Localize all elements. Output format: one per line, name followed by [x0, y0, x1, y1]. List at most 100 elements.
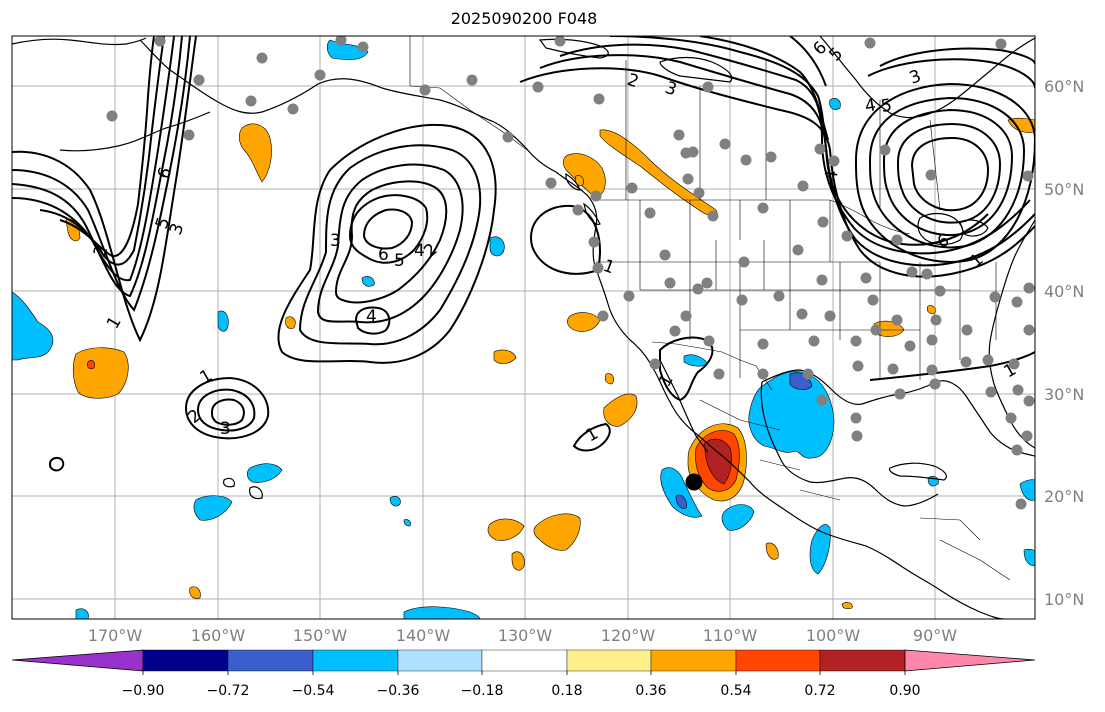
colorbar-tick-label: −0.90 — [121, 683, 165, 699]
contour-west-4 — [12, 36, 175, 282]
shade-blue-pac-5 — [721, 504, 755, 531]
contour-east-low-1 — [854, 82, 1035, 263]
latitude-label: 20°N — [1044, 487, 1085, 506]
contour-east-4 — [609, 36, 989, 246]
shade-blue-small-pac — [403, 519, 411, 527]
longitude-label: 150°W — [292, 626, 348, 645]
colorbar-swatch — [566, 649, 652, 672]
contour-west-1 — [12, 36, 197, 343]
shade-blue-west-edge — [12, 291, 54, 361]
contour-tiny — [48, 456, 65, 472]
contour-east-low-5 — [910, 136, 990, 212]
shade-orange-small-3 — [493, 349, 517, 364]
map-frame — [11, 35, 1036, 620]
contours — [12, 36, 1035, 472]
shade-blue-alaska — [326, 39, 369, 60]
contour-small-3 — [210, 398, 245, 426]
graticule — [12, 36, 1035, 619]
colorbar-tick-label: 0.54 — [720, 683, 752, 699]
colorbar-swatch — [227, 649, 314, 672]
shade-blue-pac-4 — [660, 467, 703, 518]
contour-east-low-6 — [867, 58, 1035, 89]
state-lines-4 — [689, 262, 881, 380]
colorbar-extend-max — [904, 649, 1036, 672]
colorbar-swatch — [312, 649, 399, 672]
contour-east-low-4 — [896, 122, 1002, 224]
shade-blue-pac-2 — [193, 495, 233, 521]
colorbar-tick-label: 0.90 — [889, 683, 921, 699]
shade-darkblue-pac — [675, 494, 687, 509]
contour-east-low-3 — [882, 108, 1014, 237]
shade-orange-pac-2 — [603, 393, 638, 427]
colorbar-swatch — [650, 649, 737, 672]
colorbar-tick-label: 0.72 — [804, 683, 836, 699]
latitude-label: 60°N — [1044, 77, 1085, 96]
shade-orange-pac-6 — [765, 542, 779, 560]
longitude-label: 130°W — [497, 626, 553, 645]
state-lines-1 — [639, 200, 831, 290]
shade-orange-small-6 — [841, 602, 853, 610]
hawaii-2 — [249, 486, 263, 500]
shade-blue-pac-6 — [809, 524, 831, 575]
cuba — [888, 462, 947, 481]
shade-orange-alaska — [238, 123, 272, 183]
map-title: 2025090200 F048 — [450, 9, 598, 28]
contour-pac-2 — [298, 144, 482, 346]
longitude-label: 140°W — [395, 626, 451, 645]
gulf-coast — [761, 369, 1035, 457]
contour-coastal — [530, 204, 601, 275]
contour-east-low-7 — [879, 47, 1035, 67]
shade-blue-small-2 — [217, 310, 229, 332]
baja-coast — [659, 359, 709, 453]
shade-orange-small-4 — [604, 373, 614, 385]
contour-pac-6 — [362, 208, 414, 250]
colorbar-swatch — [397, 649, 483, 672]
contour-label: 3 — [220, 419, 231, 439]
contour-east-6 — [789, 36, 827, 87]
positive-anomaly-areas — [65, 117, 1035, 610]
arctic-islands — [659, 56, 733, 83]
hawaii — [223, 477, 235, 488]
shade-orange-pac-5 — [511, 551, 525, 571]
contour-east-3 — [559, 43, 1031, 255]
shade-blue-east-2 — [1023, 548, 1035, 567]
latitude-label: 40°N — [1044, 282, 1085, 301]
contour-label: 4 — [414, 241, 425, 261]
arctic-islands-2 — [538, 38, 609, 59]
contour-west-6 — [59, 36, 155, 258]
bc-coast — [555, 171, 1005, 619]
contour-pac-1 — [277, 124, 497, 364]
shade-blue-small-3 — [361, 276, 375, 287]
latitude-label: 50°N — [1044, 180, 1085, 199]
shade-orange-pac-7 — [189, 586, 201, 599]
colorbar-tick-label: −0.72 — [206, 683, 250, 699]
shade-blue-east-1 — [1019, 479, 1035, 501]
latitude-label: 30°N — [1044, 385, 1085, 404]
contour-pac-5 — [348, 194, 429, 264]
shade-darkred-mexico — [703, 438, 732, 485]
colorbar-tick-label: −0.36 — [376, 683, 420, 699]
contour-west-3 — [12, 36, 183, 298]
colorbar-tick-label: −0.18 — [460, 683, 504, 699]
colorbar-swatch — [481, 649, 568, 672]
aleutian-chain — [59, 111, 211, 152]
political-borders — [409, 36, 1011, 581]
contour-baja-1 — [659, 336, 714, 402]
colorbar — [11, 649, 1036, 675]
contour-east-1 — [519, 67, 1035, 278]
islands-bc — [565, 172, 581, 191]
russia-coast — [12, 37, 147, 46]
shade-blue-small-east — [829, 98, 841, 110]
central-america — [919, 517, 1011, 581]
shade-blue-small-1 — [489, 236, 505, 257]
contour-label: 3 — [330, 231, 341, 251]
state-lines-6 — [715, 240, 960, 291]
contour-small-2 — [196, 388, 256, 432]
colorbar-swatch — [819, 649, 906, 672]
colorbar-extend-min — [11, 649, 144, 672]
shade-orange-baja — [567, 312, 601, 332]
station-dots — [106, 36, 1035, 510]
latitude-label: 10°N — [1044, 590, 1085, 609]
colorbar-tick-label: −0.54 — [291, 683, 335, 699]
